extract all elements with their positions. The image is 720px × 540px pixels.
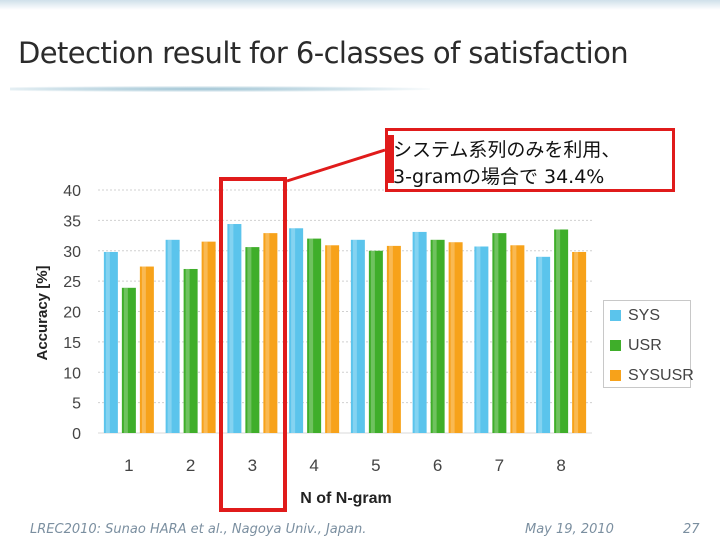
bar-highlight bbox=[512, 245, 517, 433]
bar-usr-6 bbox=[430, 239, 445, 433]
y-tick-label: 35 bbox=[63, 213, 81, 230]
page-number: 27 bbox=[683, 522, 700, 537]
y-tick-label: 25 bbox=[63, 274, 81, 291]
bar-highlight bbox=[265, 233, 270, 433]
x-tick-label: 1 bbox=[124, 456, 133, 475]
y-tick-label: 5 bbox=[72, 396, 81, 413]
title-underline bbox=[10, 86, 430, 92]
legend-item-sysusr: SYSUSR bbox=[610, 367, 694, 384]
bar-usr-3 bbox=[245, 247, 260, 433]
y-axis-ticks: 0 5 10 15 20 25 30 35 40 bbox=[63, 183, 81, 443]
bar-usr-4 bbox=[307, 238, 322, 433]
legend-item-usr: USR bbox=[610, 337, 662, 354]
annotation-callout: システム系列のみを利用、 3-gramの場合で 34.4% bbox=[385, 128, 675, 192]
x-tick-label: 7 bbox=[495, 456, 504, 475]
footer-author: LREC2010: Sunao HARA et al., Nagoya Univ… bbox=[30, 522, 367, 537]
bar-highlight bbox=[123, 287, 128, 433]
x-tick-label: 8 bbox=[556, 456, 565, 475]
legend-swatch-sysusr bbox=[610, 370, 621, 382]
footer-date: May 19, 2010 bbox=[525, 522, 614, 537]
bar-highlight bbox=[352, 239, 357, 433]
bar-sysusr-7 bbox=[510, 245, 525, 433]
y-tick-label: 20 bbox=[63, 305, 81, 322]
bar-usr-8 bbox=[554, 229, 569, 433]
bar-highlight bbox=[185, 268, 190, 433]
y-axis-label: Accuracy [%] bbox=[34, 265, 51, 360]
bar-sysusr-5 bbox=[386, 245, 401, 433]
bar-highlight bbox=[494, 233, 499, 433]
bar-highlight bbox=[556, 229, 561, 433]
x-axis-label: N of N-gram bbox=[300, 490, 392, 507]
y-tick-label: 10 bbox=[63, 365, 81, 382]
bar-sysusr-3 bbox=[263, 233, 278, 433]
bar-highlight bbox=[229, 224, 234, 433]
callout-text-line2: 3-gramの場合で 34.4% bbox=[393, 166, 605, 188]
callout-pointer bbox=[286, 148, 386, 183]
bar-usr-2 bbox=[183, 268, 198, 433]
bar-highlight bbox=[450, 242, 455, 433]
y-tick-label: 15 bbox=[63, 335, 81, 352]
x-tick-label: 3 bbox=[248, 456, 257, 475]
legend-label-sys: SYS bbox=[628, 307, 661, 324]
legend-item-sys: SYS bbox=[610, 307, 661, 324]
highlight-box bbox=[219, 177, 287, 512]
bar-highlight bbox=[574, 251, 579, 433]
y-tick-label: 0 bbox=[72, 426, 81, 443]
bar-sys-4 bbox=[289, 228, 304, 433]
bar-sys-5 bbox=[350, 239, 365, 433]
top-accent-bar bbox=[0, 0, 720, 10]
bar-sys-6 bbox=[412, 231, 427, 433]
callout-notch bbox=[385, 135, 394, 183]
bar-sysusr-2 bbox=[201, 241, 216, 433]
y-tick-label: 30 bbox=[63, 244, 81, 261]
x-tick-label: 2 bbox=[186, 456, 195, 475]
bar-sysusr-1 bbox=[139, 266, 154, 433]
legend-label-usr: USR bbox=[628, 337, 662, 354]
bar-highlight bbox=[141, 266, 146, 433]
legend-swatch-usr bbox=[610, 340, 621, 352]
callout-text-line1: システム系列のみを利用、 bbox=[393, 139, 621, 161]
x-tick-label: 6 bbox=[433, 456, 442, 475]
bar-sys-8 bbox=[536, 256, 551, 433]
bar-highlight bbox=[538, 256, 543, 433]
bar-highlight bbox=[388, 245, 393, 433]
bar-highlight bbox=[203, 241, 208, 433]
legend-label-sysusr: SYSUSR bbox=[628, 367, 694, 384]
x-tick-label: 5 bbox=[371, 456, 380, 475]
chart-gridlines bbox=[98, 189, 592, 434]
bar-highlight bbox=[414, 231, 419, 433]
y-tick-label: 40 bbox=[63, 183, 81, 200]
bar-sysusr-6 bbox=[448, 242, 463, 433]
x-axis-ticks: 1 2 3 4 5 6 7 8 bbox=[124, 456, 566, 475]
x-tick-label: 4 bbox=[309, 456, 318, 475]
chart-bars bbox=[103, 224, 587, 433]
bar-usr-1 bbox=[121, 287, 136, 433]
bar-highlight bbox=[291, 228, 296, 433]
bar-sys-2 bbox=[165, 239, 180, 433]
bar-sysusr-4 bbox=[325, 245, 340, 433]
bar-highlight bbox=[105, 251, 110, 433]
bar-sys-3 bbox=[227, 224, 242, 433]
bar-highlight bbox=[476, 246, 481, 433]
slide-footer bbox=[0, 512, 720, 540]
bar-highlight bbox=[432, 239, 437, 433]
bar-highlight bbox=[327, 245, 332, 433]
slide-title: Detection result for 6-classes of satisf… bbox=[18, 36, 629, 70]
legend-swatch-sys bbox=[610, 310, 621, 322]
chart-legend: SYS USR SYSUSR bbox=[603, 300, 694, 388]
bar-usr-5 bbox=[368, 250, 383, 433]
bar-highlight bbox=[247, 247, 252, 433]
bar-sys-7 bbox=[474, 246, 489, 433]
bar-highlight bbox=[167, 239, 172, 433]
bar-highlight bbox=[309, 238, 314, 433]
bar-usr-7 bbox=[492, 233, 507, 433]
bar-sys-1 bbox=[103, 251, 118, 433]
bar-highlight bbox=[370, 250, 375, 433]
bar-sysusr-8 bbox=[572, 251, 587, 433]
